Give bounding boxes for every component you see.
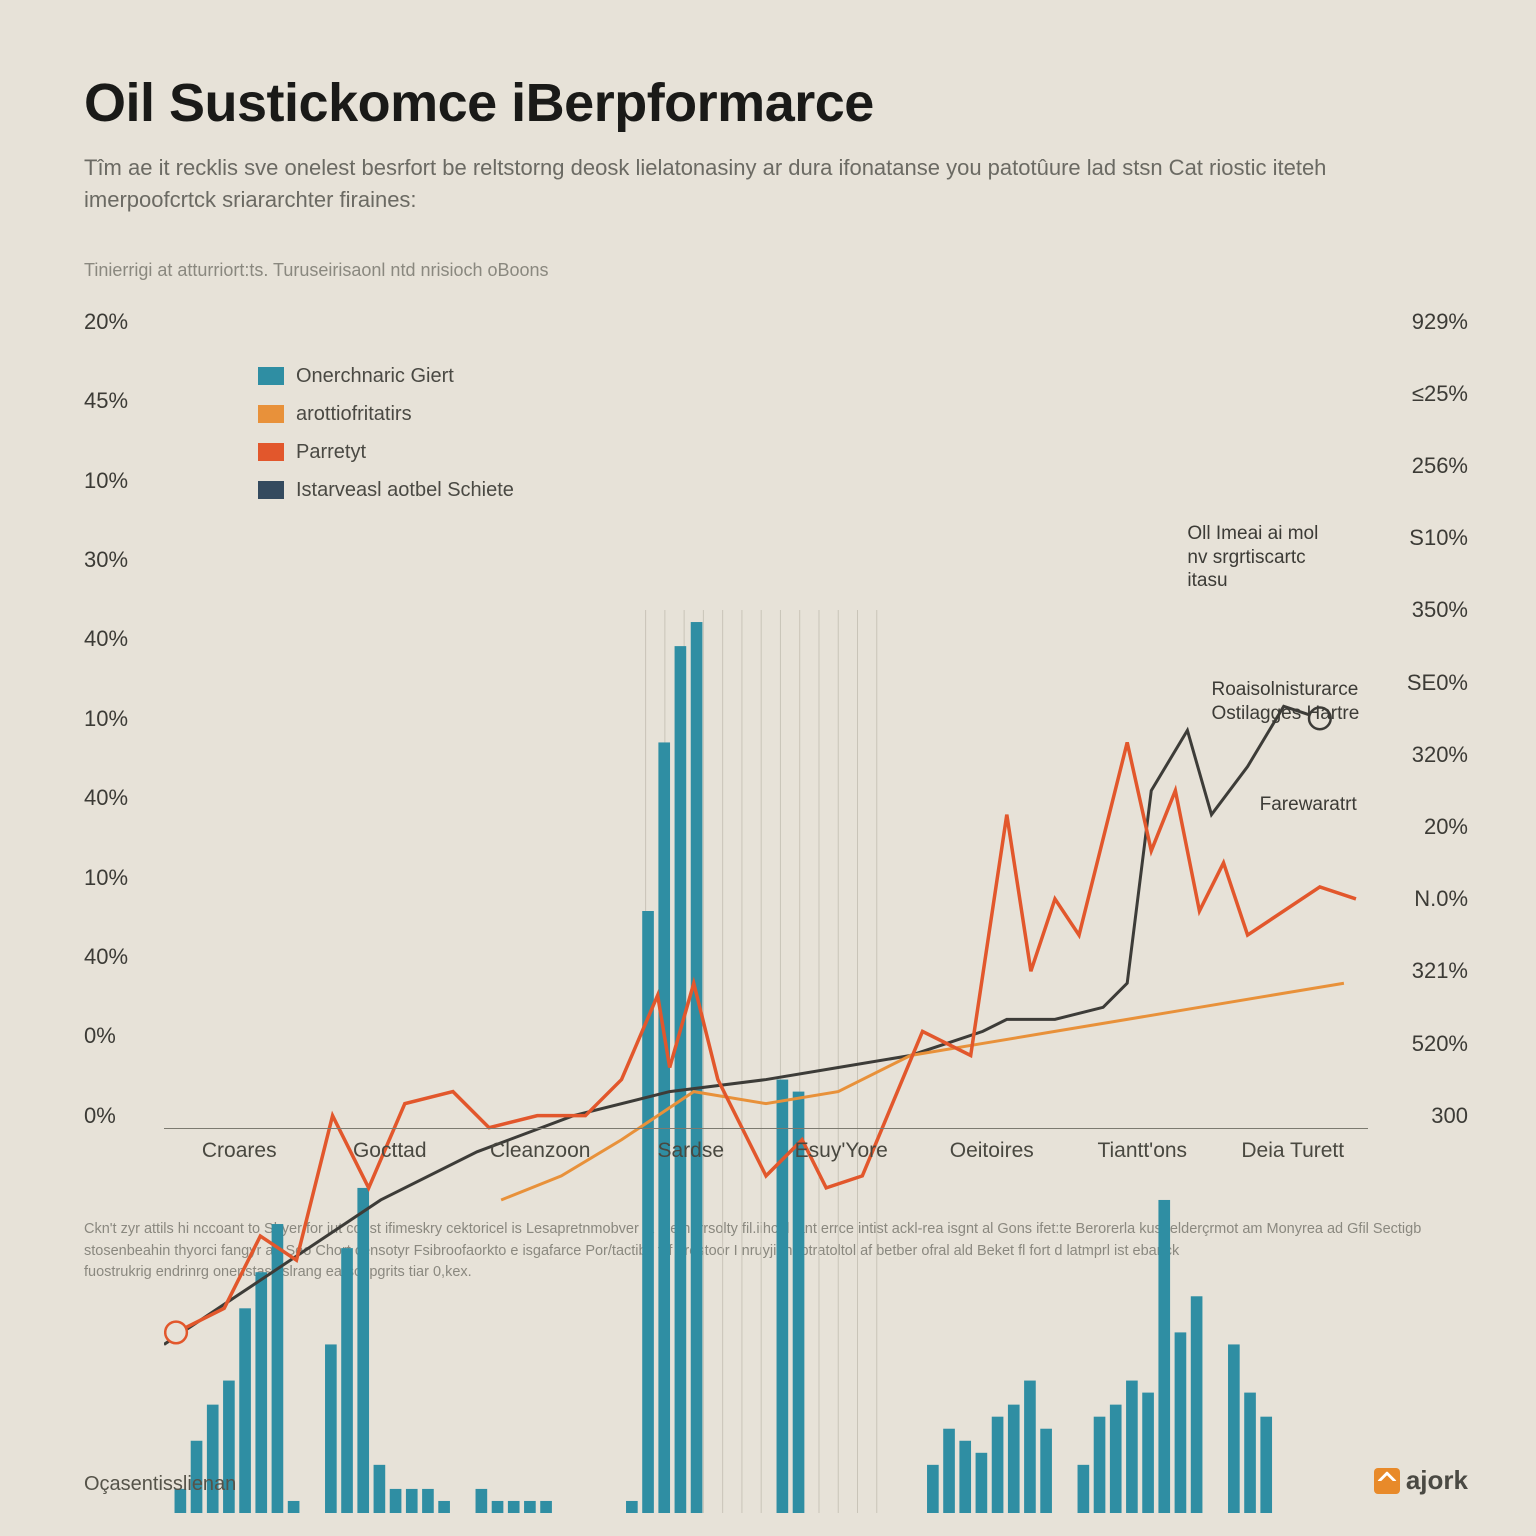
y-left-tick: 10% (84, 706, 154, 732)
legend-item: Parretyt (258, 433, 514, 471)
x-tick: Croares (164, 1139, 315, 1163)
legend: Onerchnaric GiertarottiofritatirsParrety… (258, 357, 514, 509)
chart-subtitle: Tîm ae it recklis sve onelest besrfort b… (84, 152, 1404, 216)
legend-swatch (258, 443, 284, 461)
y-left-tick: 40% (84, 626, 154, 652)
y-right-tick: 256% (1378, 453, 1468, 479)
legend-item: Istarveasl aotbel Schiete (258, 471, 514, 509)
source-label: Oçasentisslienan (84, 1473, 236, 1496)
x-tick: Cleanzoon (465, 1139, 616, 1163)
x-axis: CroaresGocttadCleanzoonSardseEsuy'YoreOe… (164, 1139, 1368, 1163)
x-tick: Gocttad (315, 1139, 466, 1163)
y-right-tick: 929% (1378, 309, 1468, 335)
y-right-tick: 350% (1378, 597, 1468, 623)
chart-annotation: RoaisolnisturarceOstilagges Hartre (1211, 678, 1359, 726)
chart-title: Oil Sustickomce iBerpformarce (84, 72, 1468, 134)
legend-label: arottiofritatirs (296, 395, 412, 433)
legend-item: Onerchnaric Giert (258, 357, 514, 395)
chart: 20% 45% 10% 30% 40% 10% 40% 10% 40% 0% 0% 929% ≤25%… (84, 309, 1468, 1209)
y-right-tick: N.0% (1378, 886, 1468, 912)
legend-label: Onerchnaric Giert (296, 357, 454, 395)
y-right-tick: 520% (1378, 1031, 1468, 1057)
y-right-tick: S10% (1378, 525, 1468, 551)
legend-label: Istarveasl aotbel Schiete (296, 471, 514, 509)
x-tick: Tiantt'ons (1067, 1139, 1218, 1163)
legend-swatch (258, 405, 284, 423)
y-left-tick: 10% (84, 865, 154, 891)
brand-logo: ajork (1374, 1465, 1468, 1496)
y-left-tick: 30% (84, 547, 154, 573)
y-left-tick: 20% (84, 309, 154, 335)
y-left-tick: 40% (84, 944, 154, 970)
y-right-tick: 300 (1378, 1103, 1468, 1129)
y-left-tick: 45% (84, 388, 154, 414)
y-axis-right: 929% ≤25% 256% S10% 350% SE0% 320% 20% N.0% 321% 5… (1378, 309, 1468, 1129)
logo-text: ajork (1406, 1465, 1468, 1496)
y-right-tick: SE0% (1378, 670, 1468, 696)
y-left-tick: 0% (84, 1103, 154, 1129)
legend-swatch (258, 481, 284, 499)
legend-swatch (258, 367, 284, 385)
chart-annotation: Oll Imeai ai molnv srgrtiscartcitasu (1187, 522, 1318, 593)
y-right-tick: 20% (1378, 814, 1468, 840)
chart-note: Tinierrigi at atturriort:ts. Turuseirisa… (84, 260, 1468, 281)
y-left-tick: 10% (84, 468, 154, 494)
y-left-tick: 0% (84, 1023, 154, 1049)
y-left-tick: 40% (84, 785, 154, 811)
legend-label: Parretyt (296, 433, 366, 471)
legend-item: arottiofritatirs (258, 395, 514, 433)
y-right-tick: ≤25% (1378, 381, 1468, 407)
y-axis-left: 20% 45% 10% 30% 40% 10% 40% 10% 40% 0% 0% (84, 309, 154, 1129)
y-right-tick: 320% (1378, 742, 1468, 768)
x-axis-baseline (164, 1128, 1368, 1129)
x-tick: Esuy'Yore (766, 1139, 917, 1163)
plot-area: Onerchnaric GiertarottiofritatirsParrety… (164, 309, 1368, 1129)
x-tick: Deia Turett (1218, 1139, 1369, 1163)
x-tick: Sardse (616, 1139, 767, 1163)
logo-mark-icon (1374, 1468, 1400, 1494)
x-tick: Oeitoires (917, 1139, 1068, 1163)
chart-annotation: Farewaratrt (1260, 793, 1357, 817)
y-right-tick: 321% (1378, 958, 1468, 984)
